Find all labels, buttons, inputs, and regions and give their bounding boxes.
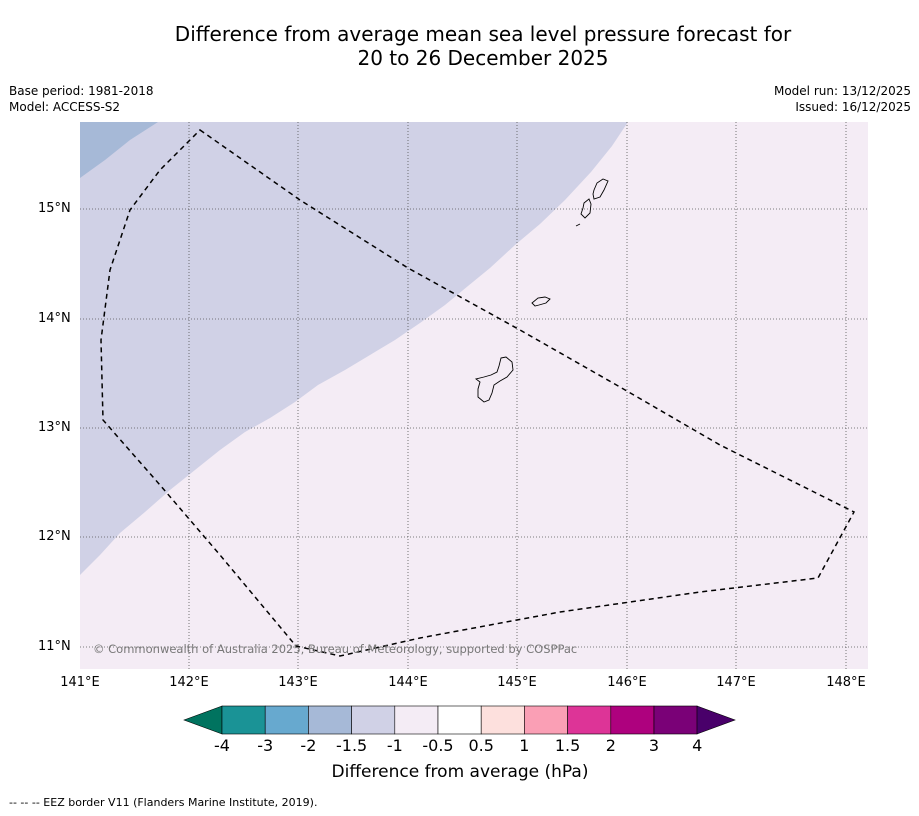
island-tinian [580,198,592,219]
lat-label: 14°N [38,311,71,326]
meta-right: Model run: 13/12/2025 Issued: 16/12/2025 [774,83,911,115]
lon-label: 141°E [60,675,100,690]
lon-label: 142°E [169,675,209,690]
field-band-minus1-5 [80,122,628,575]
colorbar-bin [480,705,525,735]
colorbar-tick-label: -1.5 [335,736,368,755]
colorbar-title: Difference from average (hPa) [331,762,589,782]
meta-left: Base period: 1981-2018 Model: ACCESS-S2 [9,83,154,115]
model-run: Model run: 13/12/2025 [773,84,911,98]
colorbar-tick-label: 4 [692,736,703,755]
colorbar-tick-label: -3 [257,736,274,755]
colorbar-bin [524,705,568,735]
lat-label: 11°N [38,639,71,654]
island-rota [531,296,551,307]
colorbar-bin [437,705,482,735]
colorbar-bin [567,705,612,735]
title-line-1: Difference from average mean sea level p… [174,22,792,46]
lon-label: 147°E [716,675,756,690]
title-line-2: 20 to 26 December 2025 [357,46,609,70]
lon-label: 143°E [278,675,318,690]
graticule [80,122,868,669]
lat-label: 12°N [38,529,71,544]
colorbar-tick-label: -4 [214,736,230,755]
colorbar-tick-label: 1.5 [554,736,581,755]
eez-border [100,129,856,657]
colorbar-bin [351,705,396,735]
lat-label: 13°N [38,420,71,435]
lon-label: 148°E [826,675,866,690]
field-band-minus2 [80,122,158,178]
colorbar-bin [610,705,655,735]
colorbar-extend-max [696,705,736,735]
copyright-notice: © Commonwealth of Australia 2025, Bureau… [93,642,578,656]
base-period: Base period: 1981-2018 [9,84,154,98]
colorbar-extend-min [183,705,223,735]
lon-label: 144°E [388,675,428,690]
colorbar-bin [308,705,352,735]
colorbar-bin [221,705,266,735]
colorbar-bin [264,705,309,735]
map-title: Difference from average mean sea level p… [0,22,919,70]
model-name: Model: ACCESS-S2 [9,100,121,114]
colorbar-tick-label: -1 [386,736,403,755]
colorbar-tick-label: -0.5 [422,736,454,755]
lon-label: 146°E [607,675,647,690]
lat-label: 15°N [38,201,71,216]
colorbar-tick-label: 0.5 [468,736,494,755]
colorbar-tick-label: 1 [519,736,530,755]
colorbar-tick-label: -2 [300,736,317,755]
island-aguijan [575,223,581,227]
colorbar-bin [653,705,698,735]
colorbar-tick-label: 2 [605,736,616,755]
map-field [80,122,868,669]
colorbar-bin [394,705,439,735]
lon-label: 145°E [497,675,537,690]
colorbar-tick-label: 3 [648,736,660,755]
colorbar [183,705,736,735]
island-guam [474,356,514,403]
island-saipan [592,178,609,200]
eez-footnote: -- -- -- EEZ border V11 (Flanders Marine… [9,796,318,809]
islands [474,178,609,403]
issued-date: Issued: 16/12/2025 [795,100,911,114]
